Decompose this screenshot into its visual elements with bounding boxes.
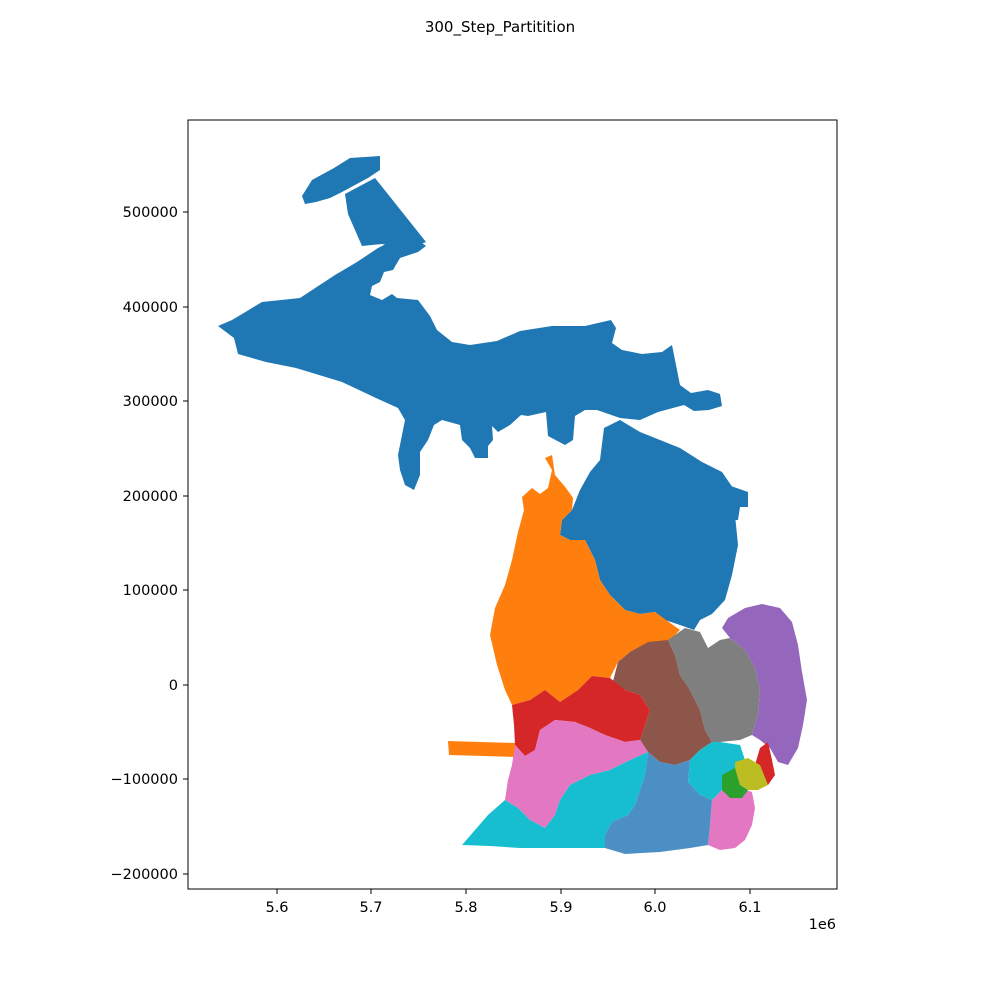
- map-layer: [218, 156, 807, 854]
- y-tick-label: 300000: [123, 394, 178, 410]
- district-steel: [605, 752, 712, 854]
- x-tick-label: 6.1: [738, 900, 761, 916]
- district-purple: [722, 604, 807, 765]
- district-blue-isle-royale: [302, 156, 380, 204]
- x-tick-label: 5.7: [359, 900, 382, 916]
- district-gray: [668, 628, 760, 742]
- district-red-central: [512, 676, 650, 756]
- district-blue-upper-peninsula: [218, 236, 722, 490]
- x-tick-label: 5.9: [549, 900, 572, 916]
- x-tick-label: 5.8: [454, 900, 477, 916]
- x-tick-label: 6.0: [643, 900, 666, 916]
- district-blue-northern-lp: [560, 420, 738, 630]
- y-tick-label: 0: [169, 678, 178, 694]
- y-tick-label: 500000: [123, 205, 178, 221]
- figure-title: 300_Step_Partitition: [425, 18, 575, 37]
- district-cyan-southwest: [462, 752, 648, 848]
- district-orange-west: [490, 455, 680, 705]
- y-tick-label: −100000: [110, 772, 178, 788]
- x-axis: 5.6 5.7 5.8 5.9 6.0 6.1 1e6: [265, 889, 836, 933]
- district-brown: [612, 640, 712, 765]
- district-pink-southeast: [708, 788, 755, 850]
- axes-frame: [187, 119, 838, 890]
- district-orange-lake-strip: [448, 741, 516, 757]
- y-tick-label: 200000: [123, 489, 178, 505]
- y-tick-label: −200000: [110, 867, 178, 883]
- district-blue-islands: [728, 485, 748, 520]
- y-tick-label: 400000: [123, 300, 178, 316]
- district-blue-keweenaw-water: [345, 178, 426, 248]
- x-tick-label: 5.6: [265, 900, 288, 916]
- y-axis: 500000 400000 300000 200000 100000 0 −10…: [110, 205, 188, 883]
- x-offset-label: 1e6: [809, 917, 836, 933]
- y-tick-label: 100000: [123, 583, 178, 599]
- district-olive: [735, 758, 768, 790]
- district-green: [722, 768, 748, 798]
- district-pink-west: [505, 720, 648, 828]
- district-cyan-east: [688, 742, 745, 800]
